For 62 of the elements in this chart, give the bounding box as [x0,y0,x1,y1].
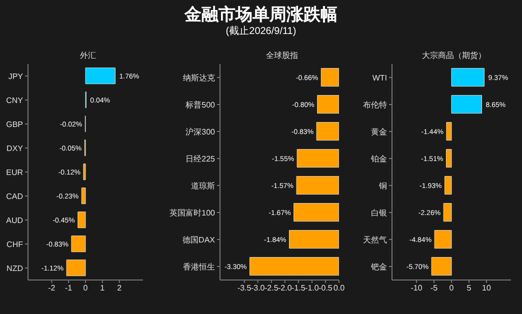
y-tick-label: AUD [6,216,24,225]
y-tick-label: EUR [6,168,24,177]
y-tick-label: 英国富时100 [170,208,216,218]
y-tick-label: 白银 [371,208,387,218]
bar [446,149,452,168]
bar [85,68,116,84]
y-tick-label: 纳斯达克 [183,73,215,82]
bar [83,164,86,180]
y-tick-label: JPY [8,72,24,81]
x-tick-label: 10 [482,284,492,293]
y-tick-label: 道琼斯 [191,181,215,190]
y-tick-label: 德国DAX [182,235,216,244]
x-tick-label: 2 [117,284,122,293]
chart-title: 全球股指 [265,50,299,61]
y-tick-label: GBP [6,120,23,129]
y-tick-label: CHF [6,240,24,249]
bar [444,176,452,195]
bar [434,230,452,249]
y-tick-label: CAD [6,192,24,201]
y-tick-label: 钯金 [370,262,387,272]
bar [451,95,482,114]
x-tick-label: -2 [48,284,56,293]
chart-title: 外汇 [79,50,97,61]
text: 金融市场单周涨跌幅 [184,4,338,26]
y-tick-label: 铜 [378,181,387,190]
y-tick-label: WTI [372,73,387,82]
y-tick-label: 标普500 [184,100,216,110]
y-tick-label: DXY [6,144,24,153]
bar [431,257,452,276]
y-tick-label: CNY [6,96,24,105]
y-tick-label: 沪深300 [186,127,216,136]
x-tick-label: -1.5 [292,284,306,293]
bar [81,188,86,204]
x-tick-label: -1 [65,284,73,293]
x-tick-label: 5 [466,284,472,293]
bar [66,260,86,276]
x-tick-label: -2.0 [278,284,292,293]
bar [71,236,86,252]
x-tick-label: -2.5 [264,284,279,293]
x-tick-label: -3.0 [250,284,266,293]
x-tick-label: 1 [100,284,106,293]
y-tick-label: 香港恒生 [183,262,215,272]
x-tick-label: -3.5 [237,284,252,293]
x-tick-label: 0 [449,284,454,293]
x-tick-label: -1.0 [305,284,320,293]
x-tick-label: -5 [430,284,438,293]
y-tick-label: 天然气 [363,235,387,244]
bar [451,68,485,87]
x-tick-label: -10 [410,284,423,293]
bar [443,203,452,222]
bar [446,122,452,141]
bar [78,212,86,228]
chart-title: 大宗商品（期货） [421,50,487,61]
y-tick-label: NZD [6,264,24,273]
y-tick-label: 铂金 [370,154,387,164]
text: (截止2026/9/11) [224,24,298,38]
x-tick-label: 0.0 [333,284,346,293]
y-tick-label: 日经225 [186,154,216,164]
x-tick-label: -0.5 [318,284,333,293]
y-tick-label: 布伦特 [363,100,387,110]
y-tick-label: 黄金 [371,127,387,136]
x-tick-label: 0 [83,284,88,293]
